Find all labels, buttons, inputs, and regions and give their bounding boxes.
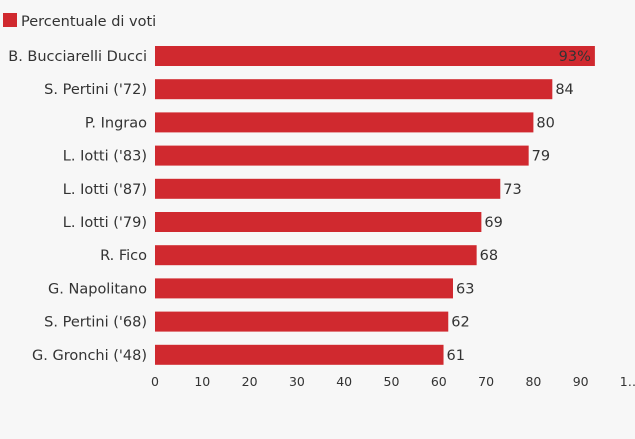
legend-label: Percentuale di voti (21, 14, 156, 30)
bar[interactable] (155, 344, 444, 365)
data-label: 73 (503, 182, 521, 198)
bar[interactable] (155, 112, 534, 133)
x-axis-ticks: 0 10 20 30 40 50 60 70 80 90 1… (151, 374, 635, 389)
bars-group (155, 46, 595, 365)
data-label: 80 (536, 115, 554, 131)
x-tick-label: 90 (573, 374, 589, 389)
bar[interactable] (155, 178, 501, 199)
x-tick-label: 30 (289, 374, 305, 389)
data-label: 61 (447, 348, 465, 364)
data-label: 93% (559, 49, 591, 65)
category-label: L. Iotti ('83) (63, 149, 147, 165)
x-tick-label: 10 (194, 374, 210, 389)
x-tick-label: 70 (478, 374, 494, 389)
legend-swatch (3, 13, 17, 27)
bar[interactable] (155, 79, 553, 100)
legend[interactable]: Percentuale di voti (3, 13, 156, 30)
data-label: 63 (456, 281, 474, 297)
category-label: L. Iotti ('79) (63, 215, 147, 231)
category-label: G. Napolitano (48, 281, 147, 297)
data-label: 62 (451, 315, 469, 331)
data-label: 84 (555, 82, 573, 98)
x-tick-label: 50 (384, 374, 400, 389)
data-label: 79 (532, 149, 550, 165)
category-label: S. Pertini ('68) (44, 315, 147, 331)
bar[interactable] (155, 46, 595, 66)
category-label: G. Gronchi ('48) (32, 348, 147, 364)
x-tick-label: 80 (525, 374, 541, 389)
bar[interactable] (155, 278, 453, 299)
category-label: P. Ingrao (85, 115, 147, 131)
bar[interactable] (155, 145, 529, 166)
category-label: R. Fico (100, 248, 147, 264)
x-tick-label: 0 (151, 374, 159, 389)
category-labels: B. Bucciarelli Ducci S. Pertini ('72) P. I… (8, 49, 147, 364)
bar[interactable] (155, 245, 477, 266)
data-label: 69 (484, 215, 502, 231)
data-label: 68 (480, 248, 498, 264)
category-label: L. Iotti ('87) (63, 182, 147, 198)
x-tick-label: 60 (431, 374, 447, 389)
bar[interactable] (155, 311, 449, 332)
category-label: B. Bucciarelli Ducci (8, 49, 147, 65)
category-label: S. Pertini ('72) (44, 82, 147, 98)
bar[interactable] (155, 212, 482, 232)
x-tick-label: 40 (336, 374, 352, 389)
x-tick-label: 1… (620, 374, 635, 389)
x-tick-label: 20 (242, 374, 258, 389)
value-labels: 93% 84 80 79 73 69 68 63 62 61 (447, 49, 591, 364)
